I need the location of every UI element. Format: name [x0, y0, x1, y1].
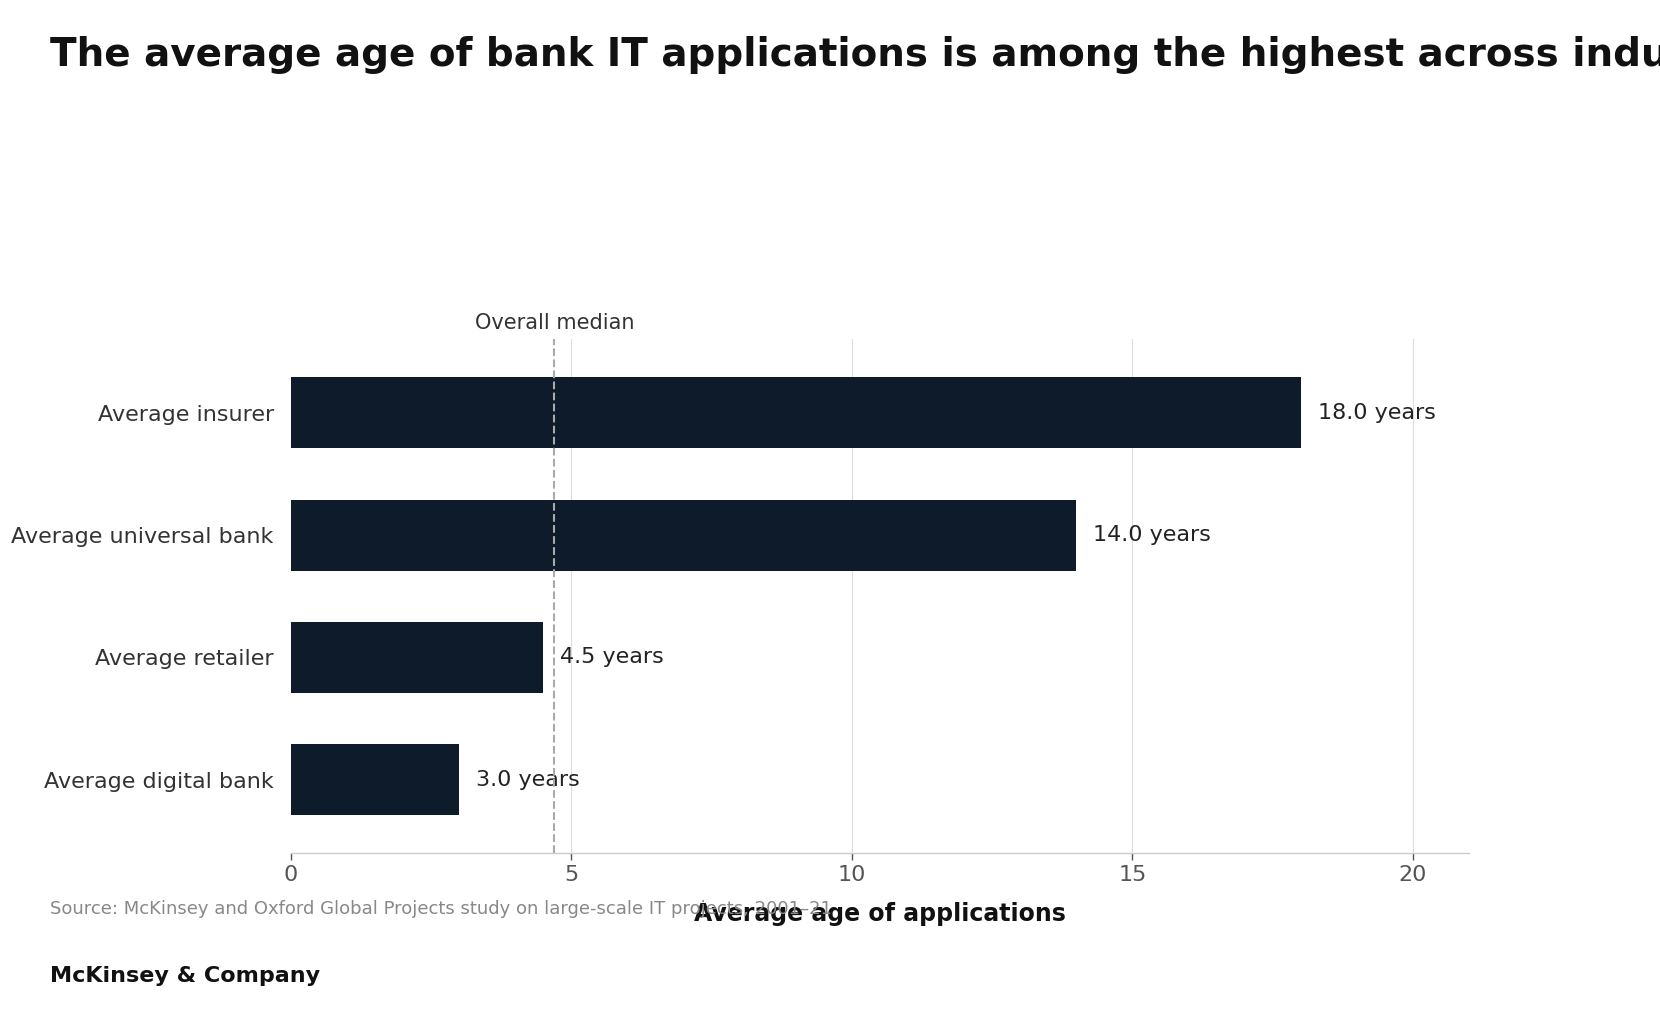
- Text: 14.0 years: 14.0 years: [1092, 525, 1210, 545]
- Text: Source: McKinsey and Oxford Global Projects study on large-scale IT projects, 20: Source: McKinsey and Oxford Global Proje…: [50, 900, 832, 918]
- Text: McKinsey & Company: McKinsey & Company: [50, 966, 320, 986]
- Text: 4.5 years: 4.5 years: [559, 648, 664, 667]
- Bar: [290, 377, 1301, 448]
- Bar: [290, 744, 458, 815]
- Bar: [290, 622, 543, 693]
- Text: 18.0 years: 18.0 years: [1318, 403, 1436, 423]
- X-axis label: Average age of applications: Average age of applications: [694, 902, 1066, 925]
- Text: The average age of bank IT applications is among the highest across industries.: The average age of bank IT applications …: [50, 36, 1660, 74]
- Text: Overall median: Overall median: [475, 314, 634, 333]
- Text: 3.0 years: 3.0 years: [476, 770, 579, 790]
- Bar: [290, 500, 1076, 571]
